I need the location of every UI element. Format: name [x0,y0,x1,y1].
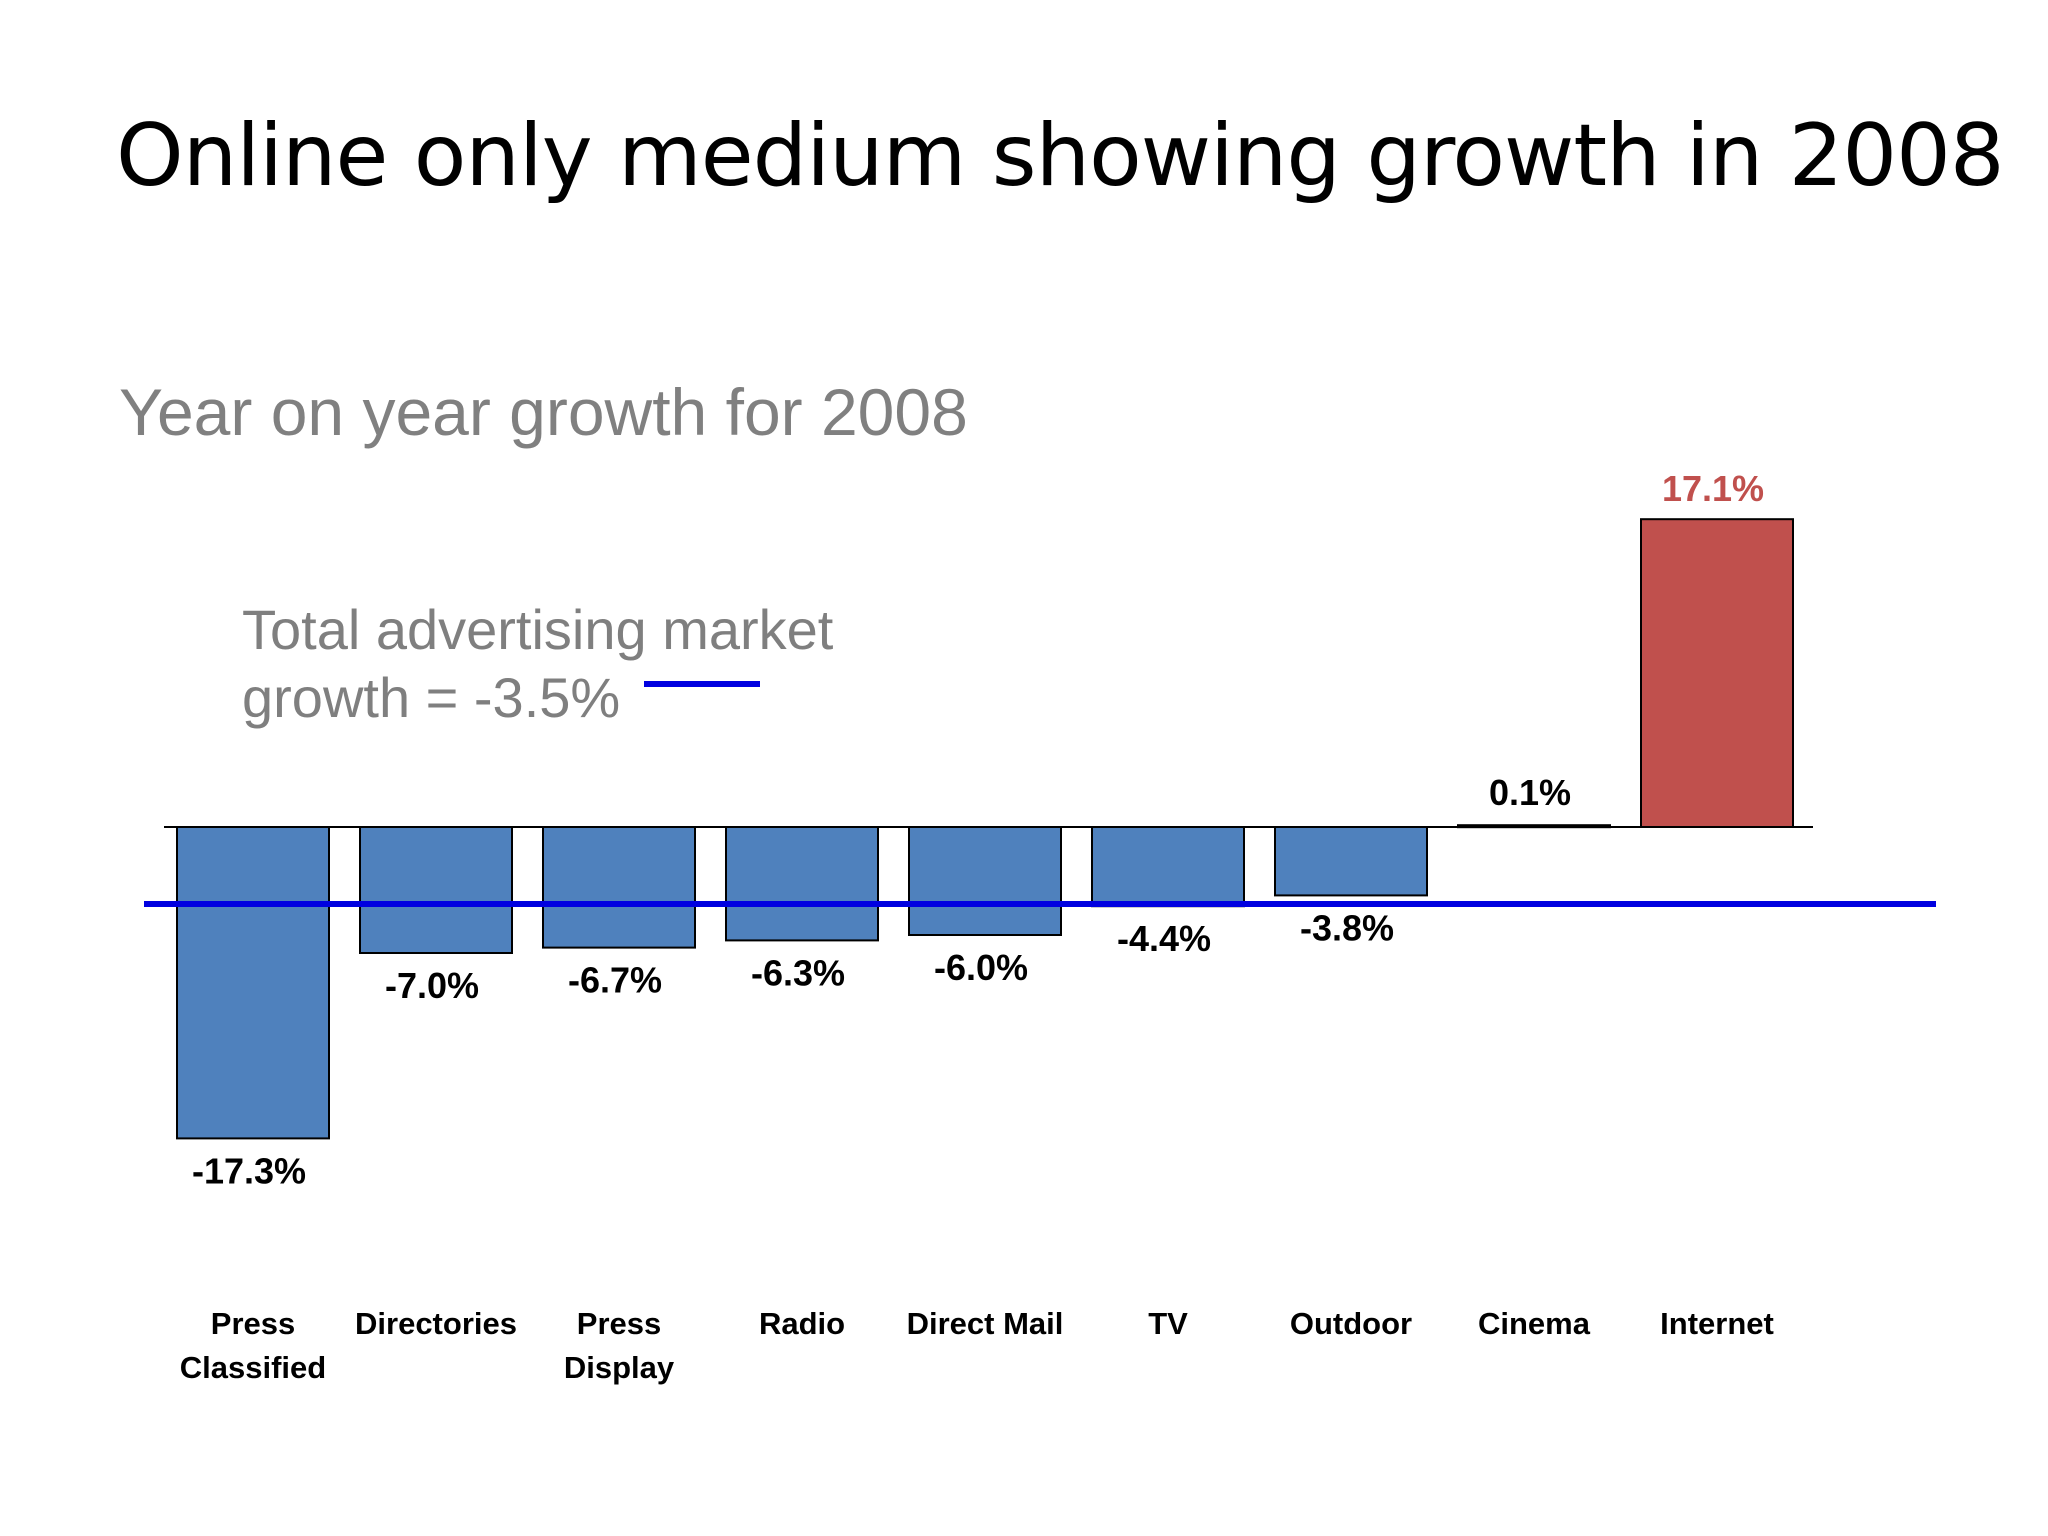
category-label-1-0: Directories [355,1306,517,1341]
bar-value-label-4: -6.0% [934,947,1028,988]
category-label-8-0: Internet [1660,1306,1774,1341]
bar-4 [908,826,1062,936]
bar-0 [176,826,330,1140]
bar-value-label-2: -6.7% [568,960,662,1001]
annotation-line-1: Total advertising market [242,598,834,661]
chart-title: Year on year growth for 2008 [119,375,968,449]
category-label-0-1: Classified [180,1350,326,1385]
bar-value-label-6: -3.8% [1300,907,1394,948]
bar-2 [542,826,696,949]
category-label-3-0: Radio [759,1306,845,1341]
annotation-line-2: growth = -3.5% [242,666,621,729]
category-label-5-0: TV [1148,1306,1188,1341]
bar-5 [1091,826,1245,908]
bar-value-label-5: -4.4% [1117,918,1211,959]
market-growth-annotation: Total advertising market growth = -3.5% [242,596,833,732]
bar-value-label-1: -7.0% [385,965,479,1006]
bar-1 [359,826,513,954]
bar-value-label-8: 17.1% [1662,468,1764,509]
bar-value-label-0: -17.3% [192,1150,306,1191]
slide-title: Online only medium showing growth in 200… [116,106,2005,206]
bar-value-label-3: -6.3% [751,952,845,993]
category-label-0-0: Press [211,1306,295,1341]
category-label-6-0: Outdoor [1290,1306,1412,1341]
bar-7 [1457,824,1611,829]
category-label-7-0: Cinema [1478,1306,1591,1341]
category-label-4-0: Direct Mail [907,1306,1064,1341]
bar-8 [1640,518,1794,828]
bar-3 [725,826,879,942]
bar-value-label-7: 0.1% [1489,772,1571,813]
bar-6 [1274,826,1428,897]
category-label-2-1: Display [564,1350,675,1385]
category-label-2-0: Press [577,1306,661,1341]
